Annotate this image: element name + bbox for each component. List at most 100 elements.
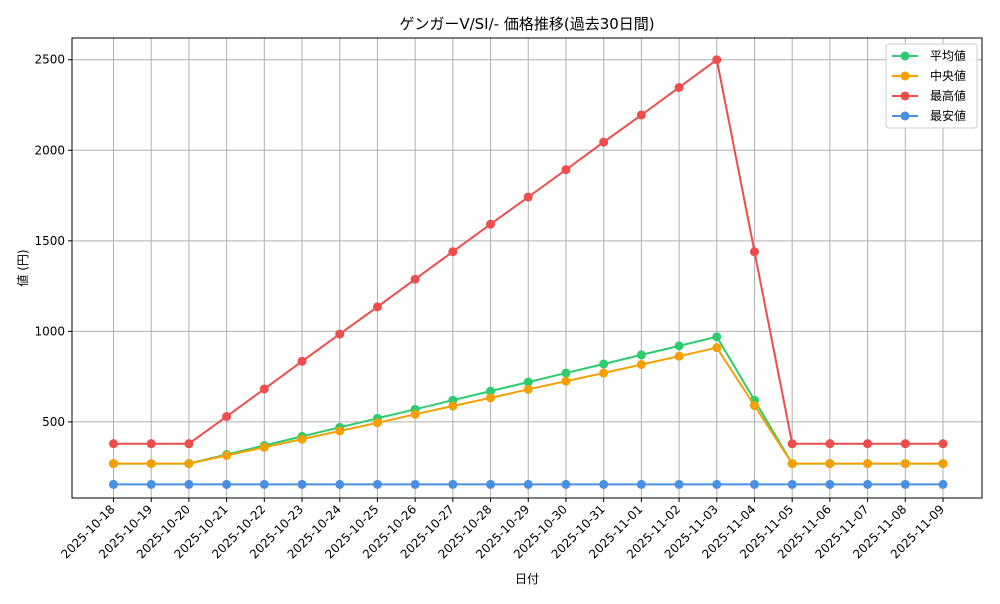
data-point — [636, 350, 646, 360]
data-point — [222, 479, 232, 489]
y-axis-title: 値 (円) — [15, 249, 30, 286]
legend-swatch-marker — [900, 111, 910, 121]
y-tick-label: 1000 — [34, 324, 65, 338]
y-tick-label: 1500 — [34, 234, 65, 248]
data-point — [863, 439, 873, 449]
legend-label: 最高値 — [930, 88, 966, 103]
data-point — [674, 82, 684, 92]
data-point — [787, 479, 797, 489]
data-point — [146, 439, 156, 449]
data-point — [410, 479, 420, 489]
data-point — [259, 442, 269, 452]
legend-swatch-marker — [900, 91, 910, 101]
data-point — [636, 479, 646, 489]
data-point — [938, 479, 948, 489]
data-point — [222, 412, 232, 422]
legend-label: 平均値 — [930, 48, 966, 63]
data-point — [486, 219, 496, 229]
y-tick-label: 2500 — [34, 53, 65, 67]
data-point — [184, 439, 194, 449]
data-point — [184, 479, 194, 489]
data-point — [410, 274, 420, 284]
data-point — [561, 165, 571, 175]
data-point — [448, 247, 458, 257]
data-point — [486, 386, 496, 396]
legend-item: 最安値 — [892, 108, 966, 123]
data-point — [146, 459, 156, 469]
data-point — [335, 426, 345, 436]
data-point — [109, 459, 118, 469]
data-point — [486, 479, 496, 489]
data-point — [599, 479, 609, 489]
data-point — [297, 356, 307, 366]
plot-area-frame — [71, 37, 983, 499]
grid — [72, 38, 982, 498]
data-point — [222, 450, 232, 460]
data-point — [372, 479, 382, 489]
legend-label: 中央値 — [930, 68, 966, 83]
data-point — [900, 439, 910, 449]
data-point — [863, 479, 873, 489]
legend-item: 平均値 — [892, 48, 966, 63]
data-point — [109, 479, 118, 489]
data-point — [749, 401, 759, 411]
data-point — [523, 377, 533, 387]
data-point — [372, 302, 382, 312]
y-axis-ticks: 500 1000 1500 2000 2500 — [34, 53, 72, 429]
data-point — [335, 479, 345, 489]
data-point — [184, 459, 194, 469]
data-point — [372, 418, 382, 428]
x-axis-title: 日付 — [515, 572, 539, 586]
data-point — [109, 439, 118, 449]
data-point — [825, 459, 835, 469]
data-point — [297, 479, 307, 489]
legend-label: 最安値 — [930, 108, 966, 123]
data-point — [599, 368, 609, 378]
data-point — [674, 351, 684, 361]
legend-swatch-marker — [900, 71, 910, 81]
data-point — [523, 384, 533, 394]
series-最安値 — [109, 479, 948, 489]
data-point — [599, 359, 609, 369]
x-axis-ticks: 2025-10-182025-10-192025-10-202025-10-21… — [58, 498, 947, 561]
data-point — [561, 479, 571, 489]
y-tick-label: 2000 — [34, 143, 65, 157]
data-point — [674, 479, 684, 489]
data-point — [486, 393, 496, 403]
data-point — [523, 479, 533, 489]
data-point — [146, 479, 156, 489]
data-point — [787, 439, 797, 449]
data-point — [410, 409, 420, 419]
y-tick-label: 500 — [42, 415, 65, 429]
data-point — [561, 368, 571, 378]
data-point — [712, 343, 722, 353]
data-point — [599, 137, 609, 147]
data-point — [636, 110, 646, 120]
data-point — [259, 479, 269, 489]
data-point — [448, 479, 458, 489]
data-point — [712, 479, 722, 489]
legend-item: 最高値 — [892, 88, 966, 103]
series-lines — [109, 55, 948, 489]
data-point — [825, 479, 835, 489]
data-point — [863, 459, 873, 469]
legend-item: 中央値 — [892, 68, 966, 83]
data-point — [825, 439, 835, 449]
legend-swatch-marker — [900, 51, 910, 61]
data-point — [900, 459, 910, 469]
data-point — [448, 401, 458, 411]
data-point — [749, 479, 759, 489]
data-point — [561, 376, 571, 386]
series-中央値 — [109, 343, 948, 469]
data-point — [297, 434, 307, 444]
series-最高値 — [109, 55, 948, 449]
data-point — [674, 341, 684, 351]
data-point — [787, 459, 797, 469]
data-point — [523, 192, 533, 202]
data-point — [900, 479, 910, 489]
data-point — [335, 329, 345, 339]
legend-box — [885, 43, 978, 129]
